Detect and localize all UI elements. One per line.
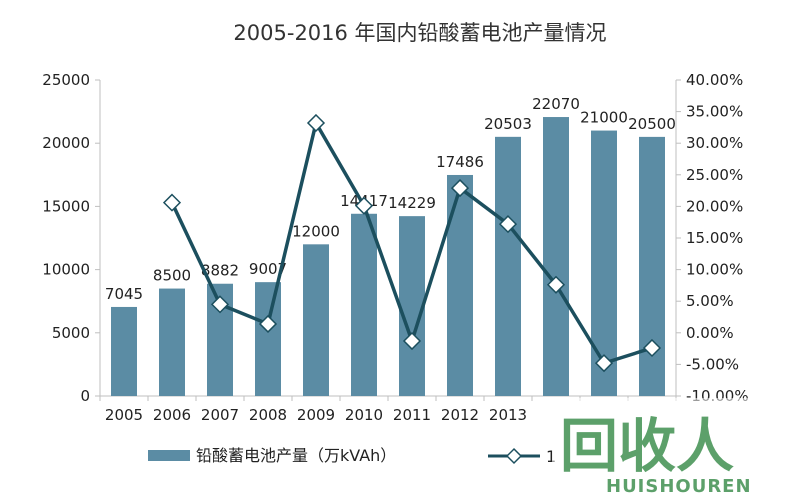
axes: 0500010000150002000025000-10.00%-5.00%0.… (42, 71, 748, 424)
line-point-marker (210, 295, 230, 314)
bar-data-label: 17486 (436, 153, 484, 171)
line-point-marker (594, 354, 614, 373)
growth-line-series (162, 113, 662, 373)
legend: 铅酸蓄电池产量（万kVAh） 1 (148, 446, 556, 466)
right-tick-label: 40.00% (686, 71, 743, 89)
x-tick-label: 2013 (489, 406, 527, 424)
left-tick-label: 15000 (42, 197, 90, 215)
line-point-marker (402, 331, 422, 351)
bar-data-label: 8882 (201, 262, 239, 280)
bar-data-label: 20500 (628, 115, 676, 133)
x-tick-label: 2007 (201, 406, 239, 424)
legend-bar-swatch (148, 450, 190, 461)
right-tick-label: 5.00% (686, 292, 734, 310)
line-point-marker (450, 179, 470, 198)
left-tick-label: 5000 (52, 324, 90, 342)
legend-line-label: 1 (546, 447, 556, 466)
legend-bar-label: 铅酸蓄电池产量（万kVAh） (196, 446, 396, 465)
right-tick-label: 35.00% (686, 103, 743, 121)
line-point-marker (498, 215, 518, 234)
legend-line-marker (505, 447, 523, 465)
watermark-cn-text: 回收人 (560, 412, 734, 480)
bar-data-label: 21000 (580, 109, 628, 127)
bar (111, 306, 137, 396)
bar-data-label: 20503 (484, 115, 532, 133)
right-tick-label: 0.00% (686, 324, 734, 342)
x-tick-label: 2008 (249, 406, 287, 424)
bar (543, 117, 569, 396)
line-point-marker (162, 193, 182, 212)
x-tick-label: 2012 (441, 406, 479, 424)
bar (303, 244, 329, 396)
x-tick-label: 2010 (345, 406, 383, 424)
left-tick-label: 10000 (42, 261, 90, 279)
right-tick-label: 20.00% (686, 197, 743, 215)
bar (495, 136, 521, 396)
left-tick-label: 0 (80, 387, 90, 405)
line-point-marker (258, 314, 278, 334)
left-tick-label: 20000 (42, 134, 90, 152)
watermark-en-text: HUISHOUREN (606, 476, 752, 497)
right-tick-label: 30.00% (686, 134, 743, 152)
x-tick-label: 2009 (297, 406, 335, 424)
bar-data-label: 7045 (105, 285, 143, 303)
bar-data-label: 9007 (249, 260, 287, 278)
line-point-marker (306, 113, 326, 133)
bar (639, 136, 665, 396)
right-tick-label: -5.00% (686, 355, 739, 373)
bar (447, 174, 473, 396)
chart-title: 2005-2016 年国内铅酸蓄电池产量情况 (233, 21, 606, 45)
bar (255, 282, 281, 396)
bar (399, 216, 425, 396)
right-tick-label: 15.00% (686, 229, 743, 247)
left-tick-label: 25000 (42, 71, 90, 89)
bar-data-labels: 7045850088829007120001441714229174862050… (105, 95, 676, 303)
x-tick-label: 2005 (105, 406, 143, 424)
right-tick-label: 25.00% (686, 166, 743, 184)
bar (351, 213, 377, 396)
bar-data-label: 12000 (292, 222, 340, 240)
line-point-marker (642, 338, 662, 358)
right-tick-label: 10.00% (686, 261, 743, 279)
bar-series (111, 117, 665, 396)
line-point-marker (546, 275, 566, 294)
watermark-backdrop (552, 398, 796, 496)
bar-data-label: 8500 (153, 267, 191, 285)
x-tick-label: 2006 (153, 406, 191, 424)
x-tick-label: 2011 (393, 406, 431, 424)
bar (159, 288, 185, 396)
line-point-marker (354, 196, 374, 215)
bar-data-label: 22070 (532, 95, 580, 113)
bar-data-label: 14229 (388, 194, 436, 212)
